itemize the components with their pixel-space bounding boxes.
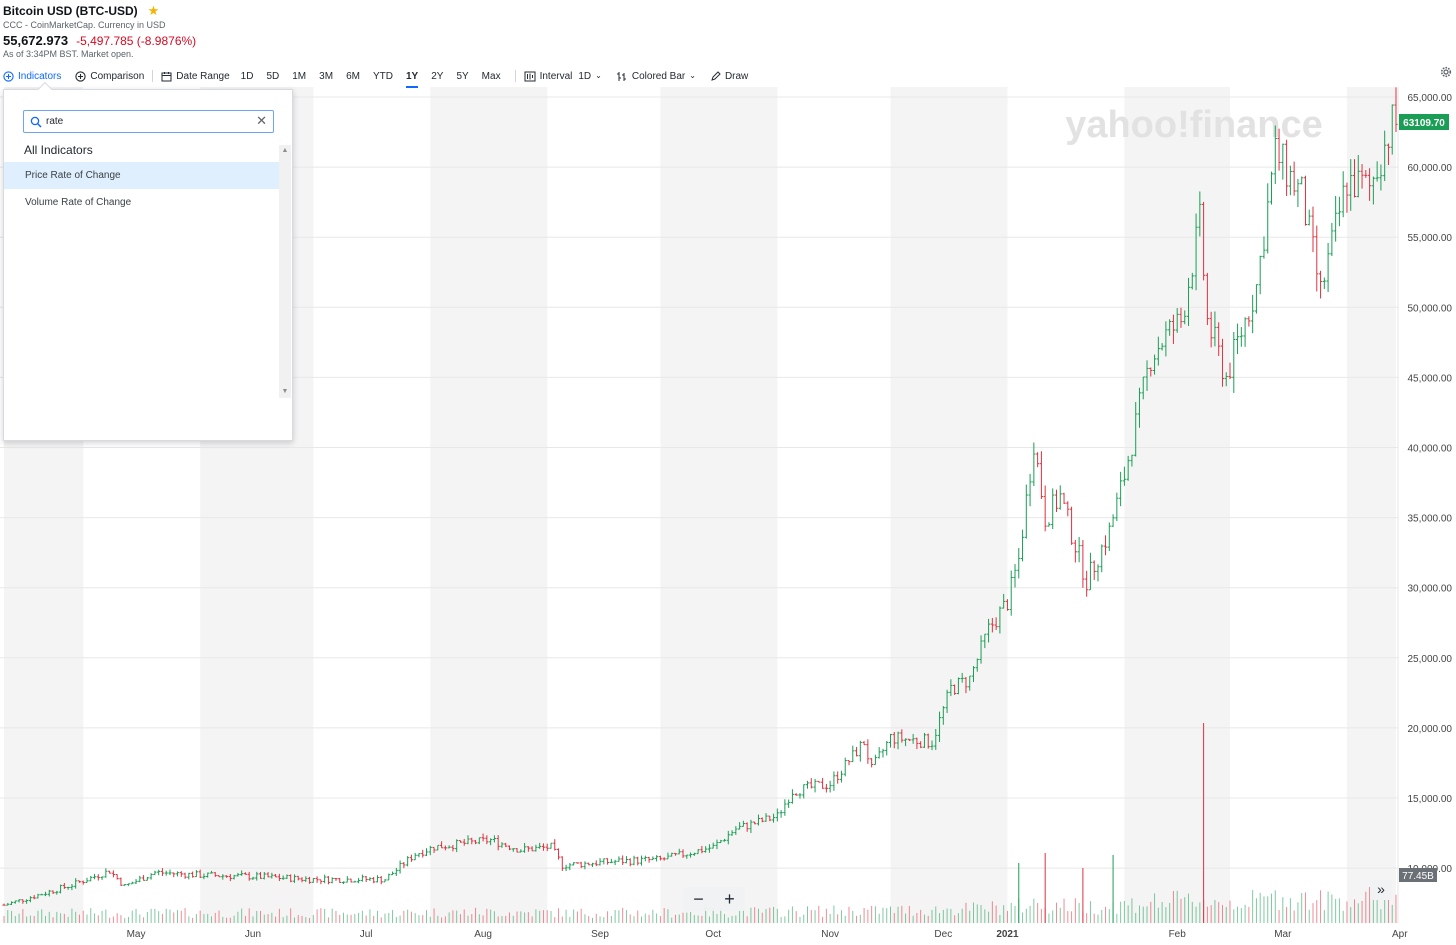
candle-icon (524, 71, 536, 81)
comparison-label: Comparison (90, 70, 145, 82)
indicator-list: Price Rate of Change Volume Rate of Chan… (4, 162, 279, 216)
range-ytd[interactable]: YTD (372, 70, 393, 82)
y-tick-label: 15,000.00 (1408, 794, 1453, 805)
calendar-icon (161, 71, 172, 81)
x-tick-label: Dec (934, 929, 952, 940)
range-1m[interactable]: 1M (292, 70, 307, 82)
draw-label: Draw (724, 70, 749, 82)
quote-subtitle: CCC - CoinMarketCap. Currency in USD (3, 20, 166, 30)
bar-chart-icon (616, 71, 626, 81)
plus-circle-icon (3, 70, 14, 82)
chevron-down-icon: ⌄ (689, 71, 696, 80)
last-price-label: 63109.70 (1403, 118, 1445, 129)
chevron-down-icon: ⌄ (595, 71, 602, 80)
indicator-search-input[interactable] (46, 112, 246, 131)
volume-bars (3, 723, 1397, 923)
range-max[interactable]: Max (481, 70, 501, 82)
x-tick-label: Jul (360, 929, 373, 940)
yahoo-finance-watermark: yahoo!finance (1065, 104, 1323, 146)
range-1y[interactable]: 1Y (405, 67, 419, 88)
pencil-icon (711, 70, 721, 81)
range-1d[interactable]: 1D (240, 70, 254, 82)
date-range-button[interactable]: Date Range (161, 67, 230, 85)
x-tick-label: Mar (1274, 929, 1292, 940)
zoom-in-button[interactable]: + (724, 889, 735, 909)
chart-toolbar: Indicators Comparison Date Range 1D 5D 1… (0, 66, 1456, 88)
search-icon (30, 116, 42, 128)
range-5y[interactable]: 5Y (456, 70, 469, 82)
y-tick-label: 55,000.00 (1408, 233, 1453, 244)
x-tick-label: Oct (705, 929, 721, 940)
month-band (890, 87, 1008, 923)
y-tick-label: 35,000.00 (1408, 514, 1453, 525)
y-tick-label: 65,000.00 (1408, 93, 1453, 104)
y-tick-label: 50,000.00 (1408, 303, 1453, 314)
quote-change: -5,497.785 (-8.9876%) (76, 34, 197, 48)
plus-circle-icon (75, 70, 87, 82)
gear-icon (1440, 66, 1452, 78)
y-tick-label: 40,000.00 (1408, 444, 1453, 455)
x-tick-label: Feb (1169, 929, 1187, 940)
y-axis: 65,000.00 60,000.00 55,000.00 50,000.00 45,0… (1408, 93, 1453, 875)
list-scrollbar[interactable]: ▲ ▼ (279, 145, 291, 398)
month-band (1346, 87, 1396, 923)
close-icon[interactable]: ✕ (256, 113, 267, 128)
x-tick-label: Jun (245, 929, 261, 940)
chart-type-button[interactable]: Colored Bar ⌄ (616, 67, 696, 85)
range-6m[interactable]: 6M (346, 70, 360, 82)
chart-type-label: Colored Bar (631, 70, 686, 82)
y-tick-label: 30,000.00 (1408, 584, 1453, 595)
settings-button[interactable] (1440, 66, 1452, 81)
indicator-popup: ✕ All Indicators Price Rate of Change Vo… (3, 81, 293, 441)
month-band (430, 87, 548, 923)
quote-title: Bitcoin USD (BTC-USD) (3, 4, 138, 18)
range-2y[interactable]: 2Y (431, 70, 444, 82)
y-tick-label: 20,000.00 (1408, 724, 1453, 735)
indicators-button[interactable]: Indicators (3, 67, 61, 85)
draw-button[interactable]: Draw (710, 67, 748, 85)
x-tick-label: 2021 (996, 929, 1019, 940)
y-tick-label: 25,000.00 (1408, 654, 1453, 665)
indicator-item-price-rate-of-change[interactable]: Price Rate of Change (4, 162, 279, 189)
toolbar-divider (514, 70, 516, 82)
x-tick-label: Sep (591, 929, 609, 940)
last-volume-badge: 77.45B (1399, 868, 1437, 882)
x-tick-label: May (127, 929, 146, 940)
x-tick-label: Nov (821, 929, 839, 940)
zoom-out-button[interactable]: − (693, 889, 704, 909)
y-tick-label: 45,000.00 (1408, 373, 1453, 384)
comparison-button[interactable]: Comparison (75, 67, 144, 85)
ohlc-bars (2, 87, 1398, 906)
x-tick-label: Aug (474, 929, 492, 940)
scroll-up-icon[interactable]: ▲ (281, 147, 289, 154)
quote-header: Bitcoin USD (BTC-USD) ★ CCC - CoinMarket… (3, 3, 603, 59)
indicators-label: Indicators (18, 70, 62, 82)
interval-button[interactable]: Interval 1D ⌄ (524, 67, 602, 85)
month-band (1124, 87, 1231, 923)
range-3m[interactable]: 3M (319, 70, 334, 82)
all-indicators-heading: All Indicators (24, 143, 93, 157)
date-range-label: Date Range (176, 70, 230, 82)
x-axis: May Jun Jul Aug Sep Oct Nov Dec 2021 Feb Mar Apr (127, 929, 1409, 940)
indicator-item-volume-rate-of-change[interactable]: Volume Rate of Change (25, 197, 132, 208)
star-icon[interactable]: ★ (147, 3, 160, 18)
range-5d[interactable]: 5D (266, 70, 280, 82)
month-band (660, 87, 778, 923)
toolbar-divider (152, 70, 154, 82)
interval-value: 1D (578, 70, 592, 82)
double-chevron-right-icon[interactable]: » (1370, 880, 1392, 900)
interval-label: Interval (539, 70, 573, 82)
zoom-controls: − + (683, 887, 745, 911)
last-price-badge: 63109.70 (1399, 114, 1449, 130)
quote-timestamp: As of 3:34PM BST. Market open. (3, 49, 134, 59)
indicator-search-box[interactable]: ✕ (23, 110, 274, 133)
last-volume-label: 77.45B (1402, 871, 1434, 882)
scroll-down-icon[interactable]: ▼ (281, 388, 289, 395)
quote-price: 55,672.973 (3, 33, 69, 48)
y-tick-label: 60,000.00 (1408, 163, 1453, 174)
x-tick-label: Apr (1392, 929, 1408, 940)
